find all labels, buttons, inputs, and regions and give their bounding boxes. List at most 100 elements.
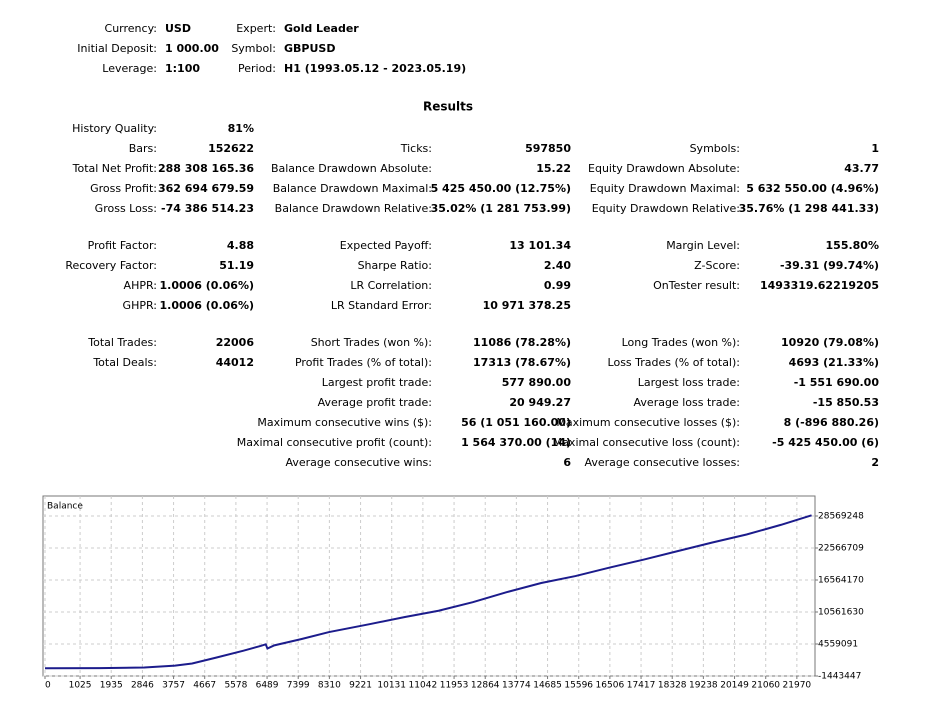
chart-frame: [42, 495, 816, 677]
result-label: Average consecutive losses:: [584, 456, 740, 469]
result-value: 11086 (78.28%): [473, 336, 571, 349]
x-tick-label: 9221: [349, 681, 372, 691]
result-value: 288 308 165.36: [158, 162, 254, 175]
result-value: 4.88: [227, 239, 254, 252]
x-tick-label: 8310: [318, 681, 341, 691]
result-label: Gross Profit:: [90, 182, 157, 195]
result-value: 1 564 370.00 (14): [461, 436, 571, 449]
result-label: Average consecutive wins:: [285, 456, 432, 469]
result-value: 1.0006 (0.06%): [160, 299, 255, 312]
header-value: Gold Leader: [284, 22, 359, 35]
result-label: GHPR:: [123, 299, 157, 312]
result-value: -39.31 (99.74%): [780, 259, 879, 272]
result-value: 2: [871, 456, 879, 469]
result-label: Balance Drawdown Absolute:: [271, 162, 432, 175]
result-label: Long Trades (won %):: [622, 336, 740, 349]
result-value: -15 850.53: [813, 396, 879, 409]
x-tick-label: 5578: [224, 681, 247, 691]
result-label: Balance Drawdown Relative:: [275, 202, 432, 215]
x-tick-label: 14685: [533, 681, 562, 691]
result-value: 1: [871, 142, 879, 155]
result-label: Bars:: [129, 142, 157, 155]
x-tick-label: 0: [45, 681, 51, 691]
result-value: 597850: [525, 142, 571, 155]
result-value: 1493319.62219205: [760, 279, 879, 292]
result-label: Symbols:: [690, 142, 740, 155]
x-tick-label: 7399: [287, 681, 310, 691]
result-label: Maximum consecutive losses ($):: [556, 416, 740, 429]
y-tick-label: -1443447: [818, 672, 861, 682]
result-value: 2.40: [544, 259, 571, 272]
result-value: -5 425 450.00 (6): [772, 436, 879, 449]
result-value: 56 (1 051 160.00): [461, 416, 571, 429]
x-tick-label: 17417: [627, 681, 656, 691]
result-value: 0.99: [544, 279, 571, 292]
header-label: Period:: [238, 62, 276, 75]
result-label: LR Standard Error:: [331, 299, 432, 312]
result-label: Largest profit trade:: [322, 376, 432, 389]
x-tick-label: 11953: [440, 681, 469, 691]
result-value: 35.02% (1 281 753.99): [431, 202, 571, 215]
result-value: 6: [563, 456, 571, 469]
result-label: Average profit trade:: [318, 396, 432, 409]
header-label: Initial Deposit:: [77, 42, 157, 55]
result-label: Profit Factor:: [88, 239, 157, 252]
result-label: Gross Loss:: [95, 202, 157, 215]
result-value: 1.0006 (0.06%): [160, 279, 255, 292]
result-value: 20 949.27: [509, 396, 571, 409]
x-tick-label: 16506: [596, 681, 625, 691]
x-tick-label: 13774: [502, 681, 531, 691]
result-value: 8 (-896 880.26): [784, 416, 879, 429]
result-value: 17313 (78.67%): [473, 356, 571, 369]
y-tick-label: 16564170: [818, 576, 864, 586]
y-tick-label: 28569248: [818, 512, 864, 522]
result-value: 5 632 550.00 (4.96%): [746, 182, 879, 195]
x-tick-label: 21970: [783, 681, 812, 691]
result-label: Total Net Profit:: [72, 162, 157, 175]
header-label: Expert:: [236, 22, 276, 35]
result-label: Total Deals:: [92, 356, 157, 369]
result-label: Z-Score:: [694, 259, 740, 272]
result-label: Equity Drawdown Absolute:: [588, 162, 740, 175]
result-label: Maximum consecutive wins ($):: [257, 416, 432, 429]
x-tick-label: 12864: [471, 681, 500, 691]
x-tick-label: 15596: [564, 681, 593, 691]
result-value: 10 971 378.25: [483, 299, 571, 312]
result-label: Balance Drawdown Maximal:: [273, 182, 432, 195]
result-value: 5 425 450.00 (12.75%): [431, 182, 571, 195]
result-label: Loss Trades (% of total):: [608, 356, 740, 369]
result-value: 152622: [208, 142, 254, 155]
x-tick-label: 3757: [162, 681, 185, 691]
x-tick-label: 6489: [256, 681, 279, 691]
result-label: OnTester result:: [653, 279, 740, 292]
x-tick-label: 19238: [689, 681, 718, 691]
result-value: 13 101.34: [509, 239, 571, 252]
result-label: Ticks:: [400, 142, 432, 155]
x-tick-label: 20149: [720, 681, 749, 691]
result-value: 577 890.00: [502, 376, 572, 389]
result-value: 22006: [216, 336, 255, 349]
result-label: Margin Level:: [666, 239, 740, 252]
header-value: GBPUSD: [284, 42, 335, 55]
x-tick-label: 1935: [100, 681, 123, 691]
x-tick-label: 21060: [751, 681, 780, 691]
result-value: -1 551 690.00: [794, 376, 880, 389]
header-value: H1 (1993.05.12 - 2023.05.19): [284, 62, 466, 75]
result-value: 35.76% (1 298 441.33): [739, 202, 879, 215]
header-label: Currency:: [105, 22, 157, 35]
result-label: Average loss trade:: [634, 396, 740, 409]
result-value: -74 386 514.23: [161, 202, 254, 215]
result-label: Maximal consecutive profit (count):: [237, 436, 432, 449]
x-tick-label: 2846: [131, 681, 154, 691]
result-value: 155.80%: [826, 239, 879, 252]
result-label: Total Trades:: [87, 336, 157, 349]
result-value: 43.77: [844, 162, 879, 175]
y-tick-label: 10561630: [818, 608, 864, 618]
x-tick-label: 11042: [409, 681, 438, 691]
result-label: Expected Payoff:: [340, 239, 432, 252]
results-title: Results: [423, 100, 473, 114]
balance-line: [44, 514, 812, 670]
result-label: Largest loss trade:: [638, 376, 740, 389]
result-value: 362 694 679.59: [158, 182, 254, 195]
